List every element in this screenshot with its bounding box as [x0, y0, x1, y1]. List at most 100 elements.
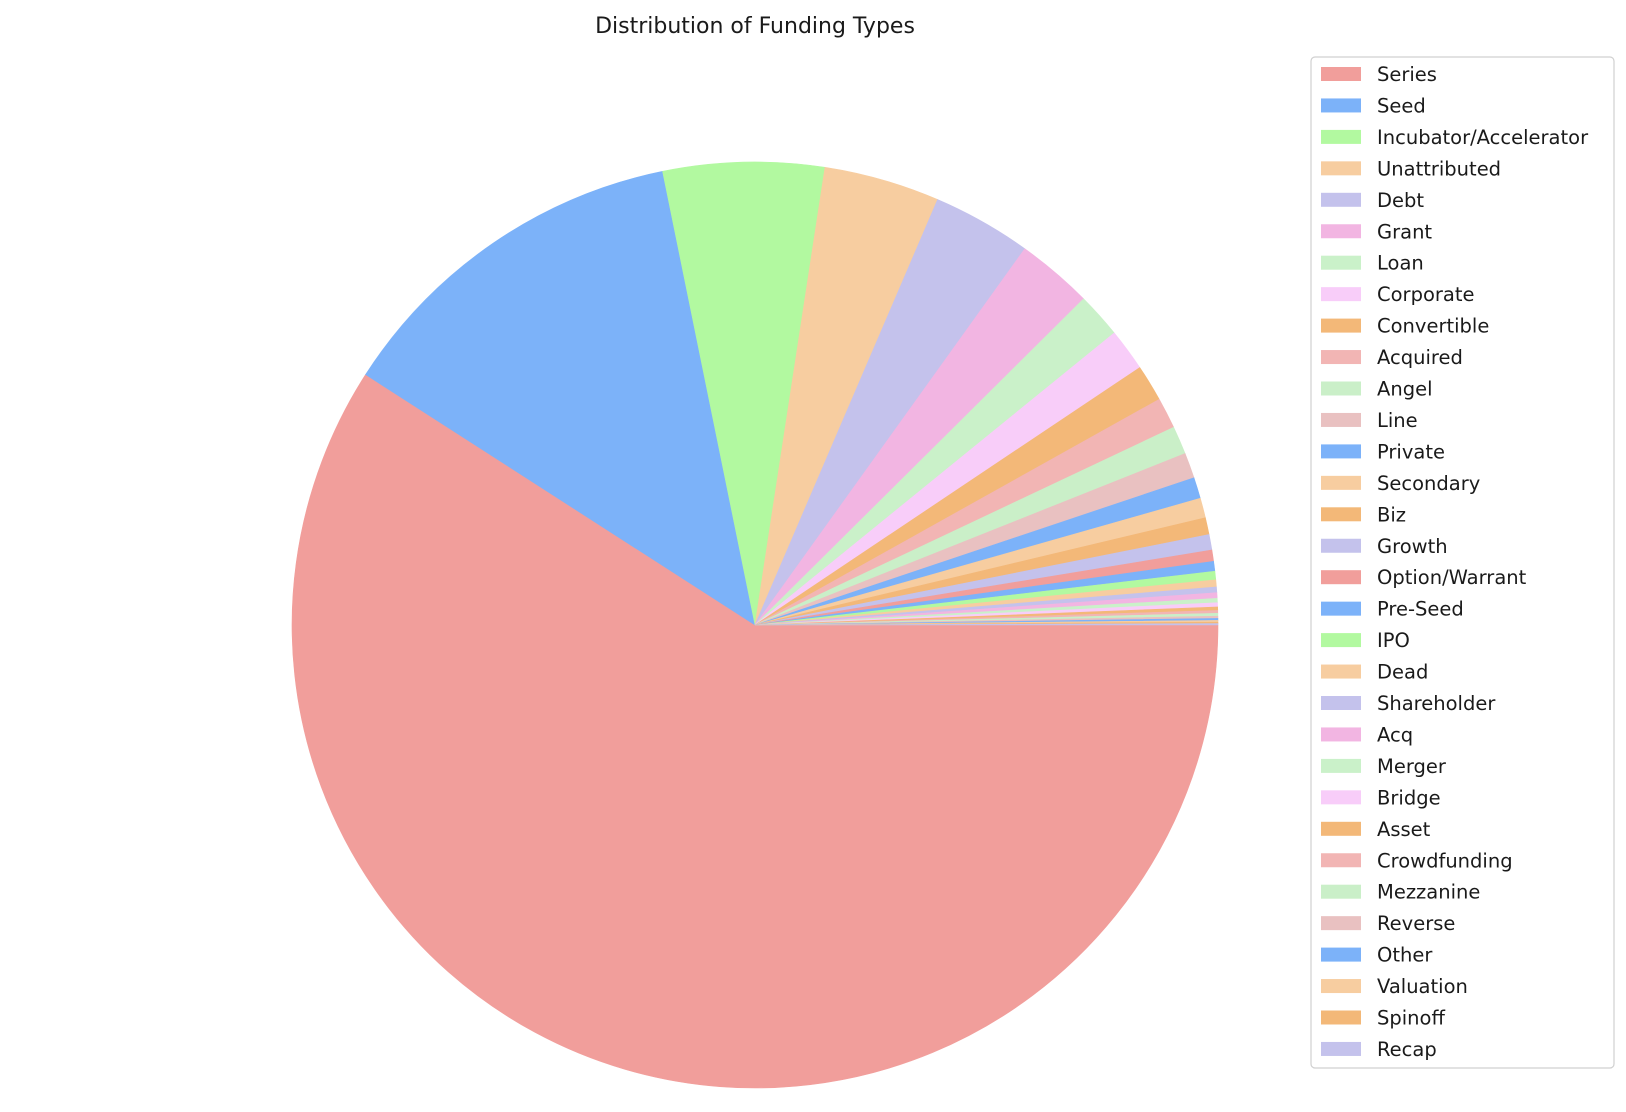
legend-swatch-grant — [1321, 224, 1361, 239]
legend-item-other: Other — [1321, 944, 1433, 967]
legend-swatch-convertible — [1321, 318, 1361, 333]
legend-swatch-incubator-accelerator — [1321, 129, 1361, 144]
legend-item-grant: Grant — [1321, 220, 1432, 243]
legend-item-acquired: Acquired — [1321, 346, 1463, 369]
legend-swatch-spinoff — [1321, 1010, 1361, 1025]
legend-item-option-warrant: Option/Warrant — [1321, 566, 1527, 589]
legend-label-crowdfunding: Crowdfunding — [1377, 849, 1513, 872]
legend-item-debt: Debt — [1321, 189, 1424, 212]
legend-item-private: Private — [1321, 440, 1445, 463]
legend-swatch-other — [1321, 947, 1361, 962]
legend-swatch-crowdfunding — [1321, 853, 1361, 868]
legend-label-shareholder: Shareholder — [1377, 692, 1496, 715]
legend-items: Series Seed Incubator/Accelerator Unattribu… — [1321, 63, 1589, 1061]
legend-item-asset: Asset — [1321, 818, 1431, 841]
legend-swatch-bridge — [1321, 790, 1361, 805]
legend-label-acquired: Acquired — [1377, 346, 1463, 369]
legend-label-merger: Merger — [1377, 755, 1447, 778]
legend-swatch-biz — [1321, 507, 1361, 522]
legend-label-angel: Angel — [1377, 378, 1433, 401]
legend-swatch-series — [1321, 67, 1361, 81]
legend-item-line: Line — [1321, 409, 1418, 432]
legend-swatch-mezzanine — [1321, 884, 1361, 899]
chart-title: Distribution of Funding Types — [595, 14, 915, 39]
legend-swatch-unattributed — [1321, 161, 1361, 176]
legend-swatch-private — [1321, 444, 1361, 459]
legend-item-bridge: Bridge — [1321, 786, 1441, 809]
legend-item-unattributed: Unattributed — [1321, 157, 1501, 180]
legend-label-bridge: Bridge — [1377, 786, 1441, 809]
legend: Series Seed Incubator/Accelerator Unattribu… — [1310, 56, 1615, 1069]
legend-item-series: Series — [1321, 63, 1437, 86]
legend-item-merger: Merger — [1321, 755, 1447, 778]
legend-item-angel: Angel — [1321, 378, 1433, 401]
legend-label-line: Line — [1377, 409, 1418, 432]
legend-frame — [1310, 56, 1615, 1069]
legend-label-incubator-accelerator: Incubator/Accelerator — [1377, 126, 1589, 149]
legend-swatch-asset — [1321, 821, 1361, 836]
legend-swatch-seed — [1321, 98, 1361, 113]
legend-item-spinoff: Spinoff — [1321, 1007, 1445, 1030]
legend-swatch-merger — [1321, 758, 1361, 773]
legend-label-acq: Acq — [1377, 723, 1413, 746]
legend-item-acq: Acq — [1321, 723, 1413, 746]
legend-item-corporate: Corporate — [1321, 283, 1474, 306]
legend-swatch-dead — [1321, 664, 1361, 679]
legend-item-secondary: Secondary — [1321, 472, 1480, 495]
pie-slice-seed — [365, 170, 756, 626]
legend-label-reverse: Reverse — [1377, 912, 1455, 935]
legend-swatch-line — [1321, 412, 1361, 427]
legend-item-recap: Recap — [1321, 1038, 1437, 1061]
legend-swatch-loan — [1321, 255, 1361, 270]
legend-label-loan: Loan — [1377, 252, 1424, 275]
legend-swatch-acq — [1321, 727, 1361, 742]
legend-label-convertible: Convertible — [1377, 315, 1489, 338]
legend-label-series: Series — [1377, 63, 1437, 86]
legend-label-private: Private — [1377, 440, 1445, 463]
legend-item-crowdfunding: Crowdfunding — [1321, 849, 1513, 872]
legend-item-shareholder: Shareholder — [1321, 692, 1496, 715]
legend-label-unattributed: Unattributed — [1377, 157, 1501, 180]
legend-label-debt: Debt — [1377, 189, 1424, 212]
legend-swatch-reverse — [1321, 916, 1361, 931]
legend-item-reverse: Reverse — [1321, 912, 1455, 935]
legend-item-ipo: IPO — [1321, 629, 1410, 652]
legend-swatch-acquired — [1321, 350, 1361, 365]
legend-swatch-pre-seed — [1321, 601, 1361, 616]
legend-swatch-shareholder — [1321, 696, 1361, 710]
legend-item-biz: Biz — [1321, 503, 1406, 526]
pie-slice-incubator-accelerator — [662, 161, 826, 626]
legend-label-recap: Recap — [1377, 1038, 1437, 1061]
pie-slices — [291, 161, 1219, 1089]
legend-label-grant: Grant — [1377, 220, 1432, 243]
legend-swatch-angel — [1321, 381, 1361, 396]
legend-label-spinoff: Spinoff — [1377, 1007, 1445, 1030]
legend-item-valuation: Valuation — [1321, 975, 1468, 998]
legend-label-valuation: Valuation — [1377, 975, 1468, 998]
legend-item-growth: Growth — [1321, 535, 1448, 558]
legend-swatch-valuation — [1321, 979, 1361, 994]
legend-label-biz: Biz — [1377, 503, 1406, 526]
legend-label-growth: Growth — [1377, 535, 1448, 558]
legend-item-pre-seed: Pre-Seed — [1321, 598, 1464, 621]
legend-swatch-debt — [1321, 192, 1361, 207]
legend-swatch-secondary — [1321, 475, 1361, 490]
legend-swatch-corporate — [1321, 287, 1361, 302]
legend-label-other: Other — [1377, 944, 1433, 967]
legend-item-dead: Dead — [1321, 661, 1428, 684]
legend-item-convertible: Convertible — [1321, 315, 1489, 338]
legend-label-corporate: Corporate — [1377, 283, 1474, 306]
legend-label-ipo: IPO — [1377, 629, 1410, 652]
legend-item-loan: Loan — [1321, 252, 1424, 275]
legend-swatch-recap — [1321, 1041, 1361, 1056]
legend-swatch-option-warrant — [1321, 570, 1361, 585]
legend-label-asset: Asset — [1377, 818, 1431, 841]
pie-slice-recap — [754, 623, 1219, 626]
legend-label-pre-seed: Pre-Seed — [1377, 598, 1464, 621]
legend-item-incubator-accelerator: Incubator/Accelerator — [1321, 126, 1589, 149]
legend-swatch-growth — [1321, 538, 1361, 553]
legend-item-seed: Seed — [1321, 94, 1426, 117]
legend-label-option-warrant: Option/Warrant — [1377, 566, 1527, 589]
legend-label-secondary: Secondary — [1377, 472, 1480, 495]
